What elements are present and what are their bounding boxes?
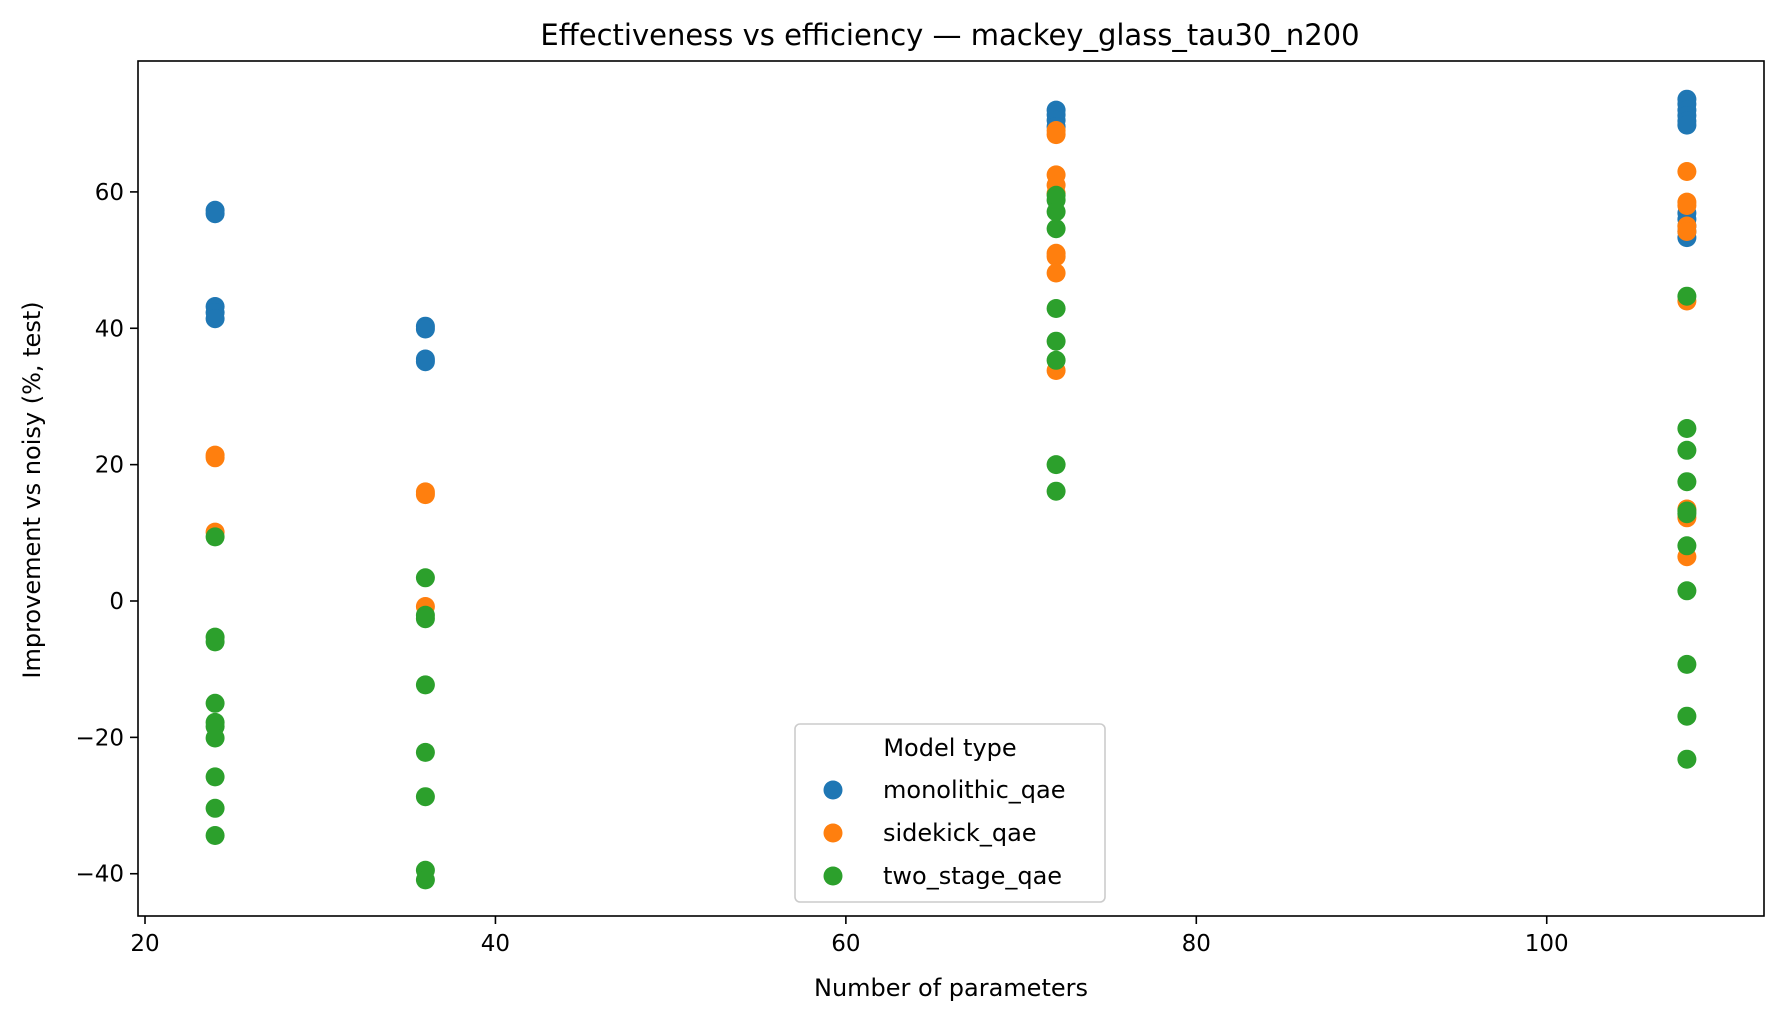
- x-tick-label-3: 80: [1182, 931, 1211, 957]
- x-tick-label-2: 60: [831, 931, 860, 957]
- two_stage_qae-point-20: [1046, 202, 1066, 222]
- monolithic_qae-point-6: [415, 319, 435, 339]
- legend-label-sidekick_qae: sidekick_qae: [883, 819, 1037, 847]
- two_stage_qae-point-0: [205, 527, 225, 547]
- legend-marker-sidekick_qae: [823, 823, 843, 843]
- two_stage_qae-point-22: [1046, 299, 1066, 318]
- legend-label-two_stage_qae: two_stage_qae: [883, 862, 1062, 890]
- x-axis-ticks: 20 40 60 80 100: [130, 916, 1569, 957]
- two_stage_qae-point-28: [1677, 419, 1697, 438]
- x-tick-label-1: 40: [481, 931, 510, 957]
- monolithic_qae-point-8: [415, 352, 435, 372]
- legend-label-monolithic_qae: monolithic_qae: [883, 776, 1065, 804]
- two_stage_qae-point-37: [1677, 749, 1697, 769]
- legend-marker-two_stage_qae: [823, 866, 843, 886]
- y-axis-ticks: −40 −20 0 20 40 60: [75, 180, 138, 888]
- two_stage_qae-point-33: [1677, 536, 1697, 556]
- monolithic_qae-point-18: [1677, 115, 1697, 135]
- y-tick-label-4: 40: [95, 316, 124, 342]
- two_stage_qae-point-17: [415, 870, 435, 890]
- two_stage_qae-point-30: [1677, 472, 1697, 492]
- sidekick_qae-point-4: [415, 485, 435, 505]
- plot-area-frame: [137, 60, 1765, 917]
- y-tick-label-3: 20: [95, 453, 124, 479]
- two_stage_qae-point-25: [1046, 455, 1066, 475]
- x-tick-label-4: 100: [1525, 931, 1569, 957]
- two_stage_qae-point-35: [1677, 654, 1697, 674]
- sidekick_qae-point-7: [1046, 125, 1066, 145]
- y-tick-label-0: −40: [75, 862, 124, 888]
- two_stage_qae-point-34: [1677, 581, 1697, 601]
- sidekick_qae-point-17: [1677, 196, 1697, 215]
- two_stage_qae-point-29: [1677, 440, 1697, 460]
- x-axis-label: Number of parameters: [814, 974, 1088, 1002]
- legend-title: Model type: [883, 734, 1016, 762]
- monolithic_qae-point-1: [205, 204, 225, 224]
- data-marks: [205, 89, 1697, 890]
- two_stage_qae-point-27: [1677, 286, 1697, 306]
- two_stage_qae-point-13: [415, 675, 435, 695]
- two_stage_qae-point-8: [205, 798, 225, 818]
- two_stage_qae-point-26: [1046, 481, 1066, 501]
- two_stage_qae-point-3: [205, 693, 225, 713]
- sidekick_qae-point-1: [205, 448, 225, 468]
- two_stage_qae-point-6: [205, 728, 225, 748]
- two_stage_qae-point-36: [1677, 706, 1697, 726]
- y-tick-label-2: 0: [109, 589, 124, 615]
- legend-items: monolithic_qae sidekick_qae two_stage_qae: [823, 776, 1065, 890]
- chart-title: Effectiveness vs efficiency — mackey_gla…: [540, 18, 1359, 52]
- sidekick_qae-point-19: [1677, 222, 1697, 241]
- two_stage_qae-point-15: [415, 787, 435, 807]
- two_stage_qae-point-2: [205, 632, 225, 652]
- legend-marker-monolithic_qae: [823, 780, 843, 800]
- y-tick-label-1: −20: [75, 725, 124, 751]
- legend: Model type monolithic_qae sidekick_qaetwo…: [794, 723, 1106, 903]
- x-tick-label-0: 20: [130, 931, 159, 957]
- sidekick_qae-point-15: [1677, 162, 1697, 181]
- two_stage_qae-point-24: [1046, 350, 1066, 370]
- legend-box: [794, 723, 1106, 903]
- two_stage_qae-point-7: [205, 767, 225, 787]
- y-tick-label-5: 60: [95, 180, 124, 206]
- two_stage_qae-point-12: [415, 609, 435, 629]
- two_stage_qae-point-32: [1677, 504, 1697, 524]
- two_stage_qae-point-10: [415, 568, 435, 588]
- sidekick_qae-point-12: [1046, 247, 1066, 267]
- y-axis-label: Improvement vs noisy (%, test): [18, 301, 46, 678]
- two_stage_qae-point-23: [1046, 331, 1066, 351]
- two_stage_qae-point-21: [1046, 219, 1066, 239]
- monolithic_qae-point-4: [205, 309, 225, 329]
- two_stage_qae-point-9: [205, 826, 225, 845]
- two_stage_qae-point-14: [415, 742, 435, 762]
- sidekick_qae-point-13: [1046, 263, 1066, 283]
